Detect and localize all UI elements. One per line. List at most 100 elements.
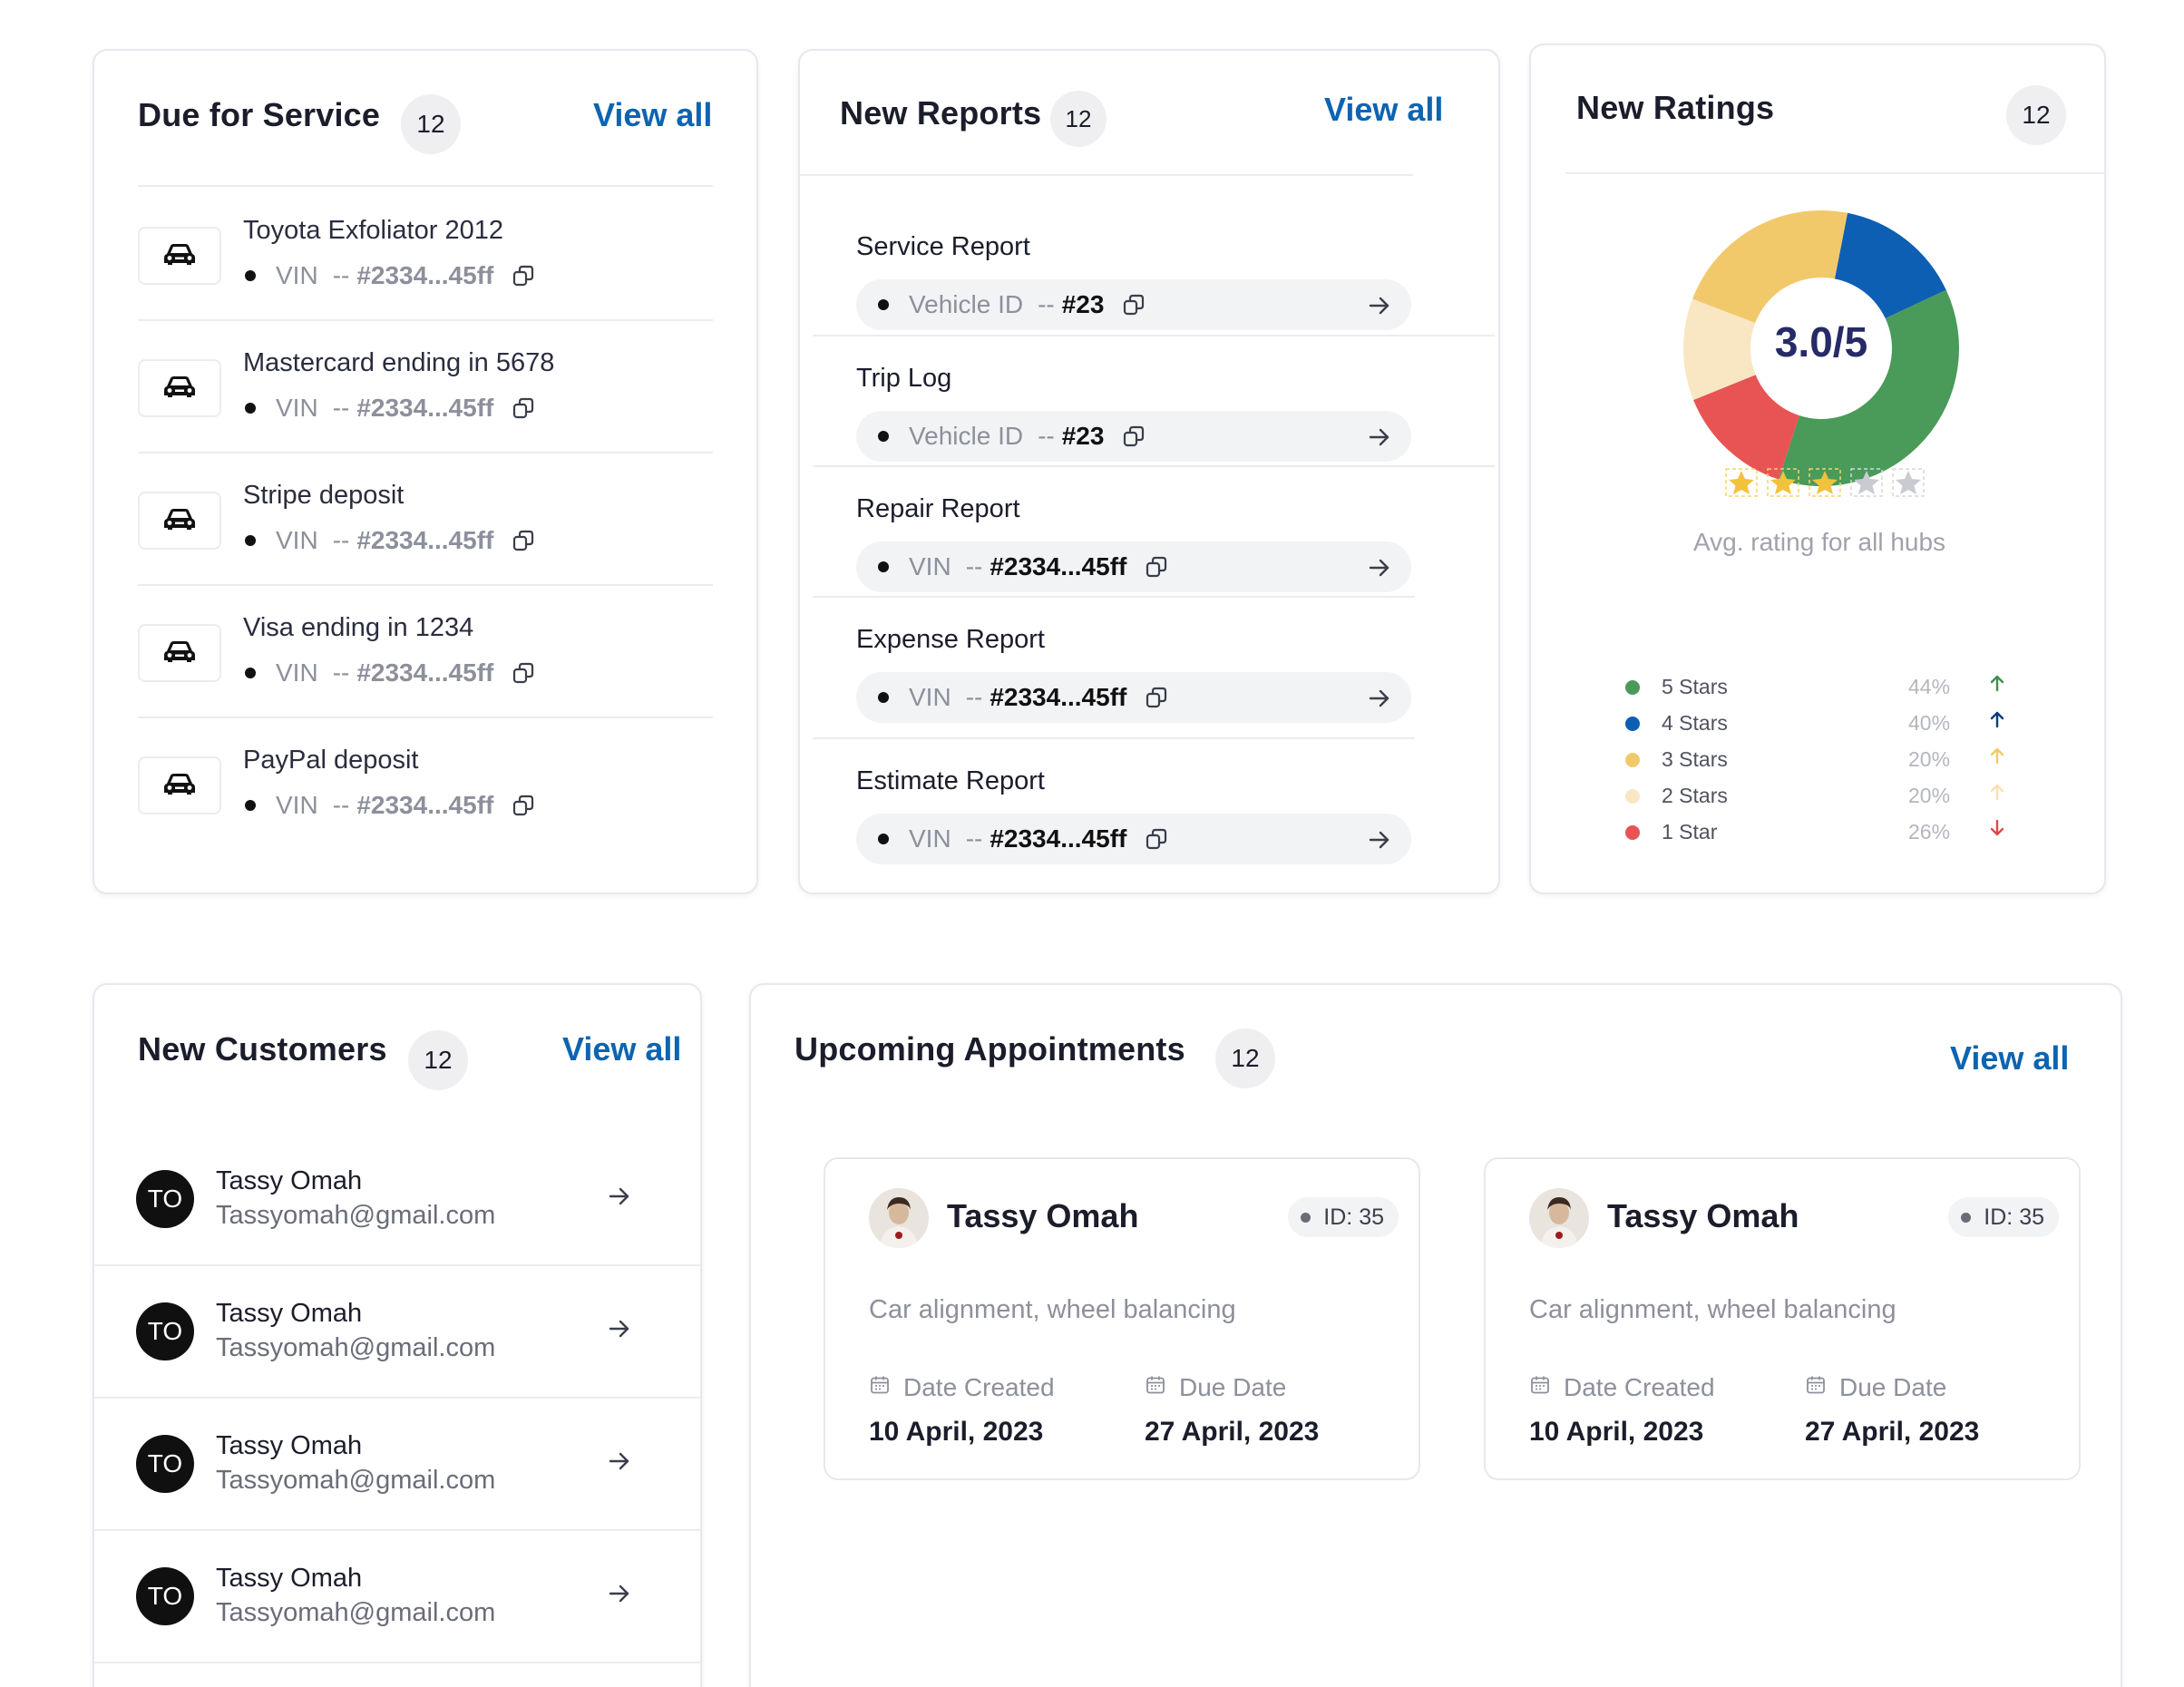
calendar-icon [869,1373,903,1402]
arrow-right-icon[interactable] [608,1317,631,1345]
report-key: VIN [909,683,951,711]
avatar: TO [136,1170,194,1228]
new-reports-view-all-link[interactable]: View all [1324,91,1444,128]
upcoming-appointments-view-all-link[interactable]: View all [1950,1039,2070,1077]
bullet-dot [878,692,889,703]
divider [813,335,1495,336]
copy-icon[interactable] [1145,555,1168,579]
service-item-name: Mastercard ending in 5678 [243,348,555,377]
report-name: Trip Log [856,364,952,393]
copy-icon[interactable] [512,529,535,552]
report-detail-pill[interactable]: VIN -- #2334...45ff [856,541,1411,592]
copy-icon[interactable] [1145,827,1168,851]
arrow-right-icon[interactable] [1368,294,1391,324]
bullet-dot [245,270,256,281]
legend-label: 3 Stars [1662,747,1728,771]
copy-icon[interactable] [512,396,535,420]
due-date-label-text: Due Date [1179,1373,1287,1401]
arrow-right-icon[interactable] [608,1185,631,1213]
star-filled-icon [1725,468,1758,504]
report-detail-pill[interactable]: Vehicle ID -- #23 [856,279,1411,330]
appointment-card[interactable]: Tassy Omah ID: 35 Car alignment, wheel bal… [1484,1157,2081,1480]
bullet-dot [878,561,889,572]
customer-list-item[interactable]: TO Tassy Omah Tassyomah@gmail.com [94,1531,700,1663]
divider [138,319,713,321]
arrow-right-icon[interactable] [1368,425,1391,455]
report-detail-pill[interactable]: VIN -- #2334...45ff [856,672,1411,723]
arrow-right-icon[interactable] [608,1449,631,1477]
service-list-item[interactable]: Mastercard ending in 5678 VIN -- #2334...45… [138,321,713,453]
report-detail-pill[interactable]: VIN -- #2334...45ff [856,814,1411,864]
bullet-dot [245,668,256,678]
customer-list-item[interactable]: TO Tassy Omah Tassyomah@gmail.com [94,1134,700,1266]
report-detail-pill[interactable]: Vehicle ID -- #23 [856,411,1411,462]
donut-segment-3-stars [1692,210,1848,324]
star-empty-icon [1892,468,1925,504]
calendar-icon [1145,1373,1179,1402]
appointment-description: Car alignment, wheel balancing [1529,1295,1896,1324]
new-customers-view-all-link[interactable]: View all [562,1030,682,1068]
due-for-service-count-badge: 12 [401,94,461,154]
legend-label: 1 Star [1662,820,1718,844]
car-icon-box [138,227,221,285]
report-list-item: Trip Log Vehicle ID -- #23 [813,364,1495,473]
legend-percent: 44% [1908,675,1951,698]
legend-row: 4 Stars 40% [1625,707,2006,744]
legend-percent: 40% [1908,711,1951,735]
arrow-right-icon[interactable] [1368,828,1391,858]
report-name: Expense Report [856,625,1045,654]
status-dot [1961,1212,1972,1223]
bullet-dot [878,431,889,442]
report-value: #23 [1061,290,1105,318]
due-for-service-view-all-link[interactable]: View all [593,96,713,133]
customer-email: Tassyomah@gmail.com [216,1333,496,1362]
service-list-item[interactable]: PayPal deposit VIN -- #2334...45ff [138,718,709,851]
report-value: #2334...45ff [990,824,1127,853]
copy-icon[interactable] [1122,293,1146,317]
separator: -- [965,824,983,853]
divider [813,596,1415,598]
avatar: TO [136,1567,194,1625]
copy-icon[interactable] [1122,424,1146,448]
customer-name: Tassy Omah [216,1299,363,1328]
appointment-customer-name: Tassy Omah [947,1197,1139,1234]
arrow-right-icon[interactable] [1368,687,1391,717]
separator: -- [332,658,350,687]
separator: -- [1038,290,1055,318]
divider [94,1264,700,1266]
divider [138,717,713,718]
upcoming-appointments-card: Upcoming Appointments 12 View all Tassy … [749,983,2122,1687]
service-list-item[interactable]: Visa ending in 1234 VIN -- #2334...45ff [138,586,713,718]
new-ratings-title: New Ratings [1576,89,1775,126]
service-item-meta: VIN -- #2334...45ff [243,658,535,687]
date-created-label-text: Date Created [1564,1373,1715,1401]
vin-value: #2334...45ff [356,658,494,687]
service-list-item[interactable]: Stripe deposit VIN -- #2334...45ff [138,453,713,586]
divider [138,452,713,453]
new-ratings-count-badge: 12 [2006,85,2066,145]
copy-icon[interactable] [512,794,535,817]
star-filled-icon [1767,468,1799,504]
car-icon [161,639,198,668]
report-key: VIN [909,552,951,580]
bullet-dot [245,800,256,811]
customer-list-item[interactable]: TO Tassy Omah Tassyomah@gmail.com [94,1399,700,1531]
copy-icon[interactable] [1145,686,1168,709]
copy-icon[interactable] [512,661,535,685]
report-key: Vehicle ID [909,422,1024,450]
legend-row: 5 Stars 44% [1625,671,2006,707]
appointment-card[interactable]: Tassy Omah ID: 35 Car alignment, wheel bal… [824,1157,1420,1480]
arrow-right-icon[interactable] [1368,556,1391,586]
date-created-value: 10 April, 2023 [869,1417,1044,1447]
divider [138,584,713,586]
arrow-right-icon[interactable] [608,1582,631,1610]
calendar-icon [1805,1373,1839,1402]
service-list-item[interactable]: Toyota Exfoliator 2012 VIN -- #2334...45ff [138,189,713,321]
customer-list-item[interactable]: TO Tassy Omah Tassyomah@gmail.com [94,1266,700,1399]
due-date-label: Due Date [1805,1373,1946,1402]
copy-icon[interactable] [512,264,535,288]
upcoming-appointments-title: Upcoming Appointments [795,1030,1185,1068]
divider [94,1662,700,1663]
appointment-id: ID: 35 [1984,1204,2044,1230]
new-reports-card: New Reports 12 View all Service Report Ve… [798,49,1500,894]
